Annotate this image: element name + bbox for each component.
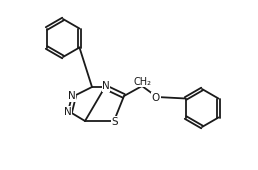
Text: CH₂: CH₂ [134, 77, 152, 87]
Text: N: N [64, 107, 72, 117]
Text: N: N [102, 81, 110, 91]
Text: S: S [112, 117, 118, 127]
Text: O: O [152, 93, 160, 103]
Text: N: N [68, 91, 76, 101]
